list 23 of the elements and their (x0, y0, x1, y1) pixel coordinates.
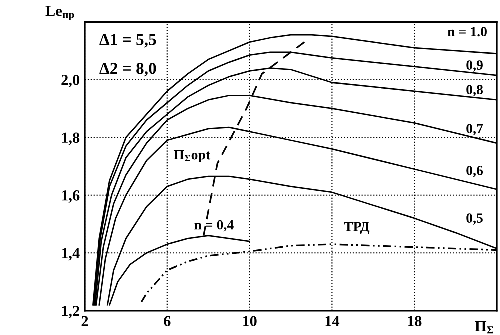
series-label: 0,9 (466, 60, 483, 72)
x-tick-label: 6 (164, 316, 171, 326)
y-tick-label: 1,6 (62, 190, 80, 204)
x-tick-label: 10 (243, 316, 257, 326)
x-tick-label: 14 (326, 316, 340, 326)
x-axis-title: П$_{Σ}$ (475, 322, 494, 334)
y-tick-label: 2,0 (62, 75, 80, 88)
series-label: 0,7 (466, 124, 484, 136)
series-label: 0,8 (466, 85, 483, 97)
series-label: n = 0,4 (194, 220, 234, 232)
annotation: Δ1 = 5,5 (100, 34, 156, 48)
series-label: 0,5 (466, 214, 483, 226)
series-label: ТРД (344, 222, 370, 234)
y-tick-label: 1,2 (62, 306, 80, 319)
x-tick-label: 18 (408, 316, 422, 326)
series-label: n = 1.0 (448, 27, 487, 37)
y-axis-title: Le$_{пр}$ (46, 6, 74, 21)
y-tick-label: 1,4 (62, 248, 80, 261)
series-label: Π$_{Σ}$opt (174, 150, 211, 163)
series-label: 0,6 (466, 166, 484, 178)
annotation: Δ2 = 8,0 (100, 63, 156, 77)
y-tick-label: 1,8 (62, 132, 80, 146)
x-tick-label: 2 (82, 316, 88, 326)
